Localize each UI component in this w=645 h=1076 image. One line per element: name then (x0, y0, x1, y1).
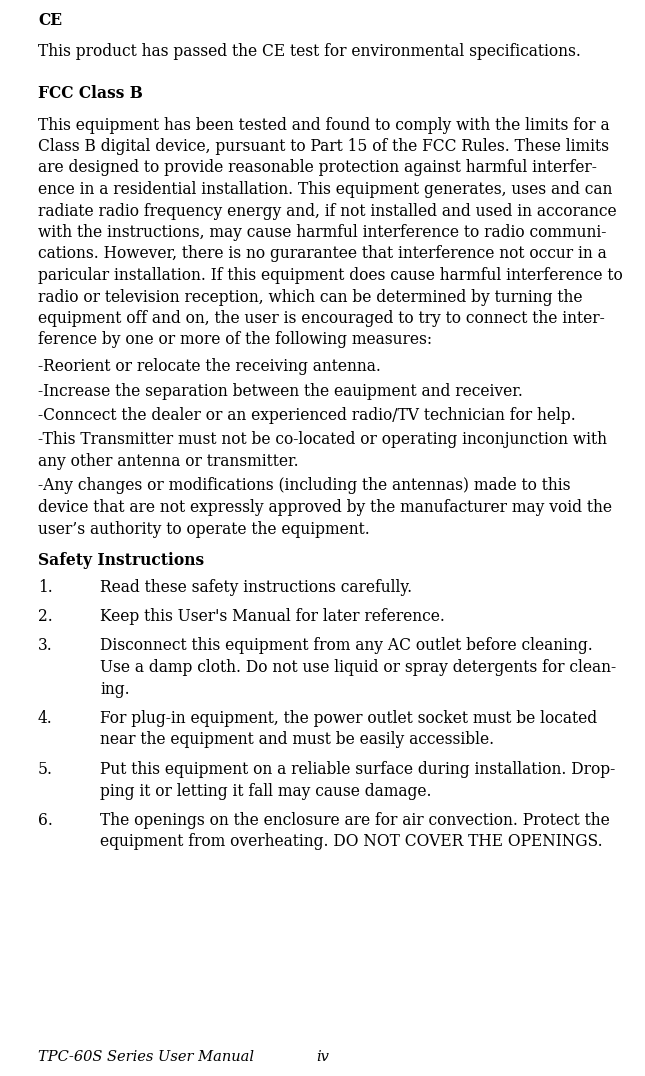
Text: TPC-60S Series User Manual: TPC-60S Series User Manual (38, 1050, 254, 1064)
Text: The openings on the enclosure are for air convection. Protect the: The openings on the enclosure are for ai… (100, 812, 610, 829)
Text: -Reorient or relocate the receiving antenna.: -Reorient or relocate the receiving ante… (38, 358, 381, 376)
Text: This equipment has been tested and found to comply with the limits for a: This equipment has been tested and found… (38, 116, 610, 133)
Text: any other antenna or transmitter.: any other antenna or transmitter. (38, 453, 299, 470)
Text: Keep this User's Manual for later reference.: Keep this User's Manual for later refere… (100, 608, 445, 625)
Text: Put this equipment on a reliable surface during installation. Drop-: Put this equipment on a reliable surface… (100, 761, 615, 778)
Text: radio or television reception, which can be determined by turning the: radio or television reception, which can… (38, 288, 582, 306)
Text: This product has passed the CE test for environmental specifications.: This product has passed the CE test for … (38, 43, 581, 60)
Text: CE: CE (38, 12, 62, 29)
Text: device that are not expressly approved by the manufacturer may void the: device that are not expressly approved b… (38, 499, 612, 516)
Text: with the instructions, may cause harmful interference to radio communi-: with the instructions, may cause harmful… (38, 224, 606, 241)
Text: 1.: 1. (38, 579, 53, 595)
Text: user’s authority to operate the equipment.: user’s authority to operate the equipmen… (38, 521, 370, 538)
Text: -Any changes or modifications (including the antennas) made to this: -Any changes or modifications (including… (38, 478, 570, 495)
Text: ence in a residential installation. This equipment generates, uses and can: ence in a residential installation. This… (38, 181, 612, 198)
Text: 2.: 2. (38, 608, 53, 625)
Text: near the equipment and must be easily accessible.: near the equipment and must be easily ac… (100, 732, 494, 749)
Text: Safety Instructions: Safety Instructions (38, 552, 204, 569)
Text: are designed to provide reasonable protection against harmful interfer-: are designed to provide reasonable prote… (38, 159, 597, 176)
Text: Class B digital device, pursuant to Part 15 of the FCC Rules. These limits: Class B digital device, pursuant to Part… (38, 138, 609, 155)
Text: cations. However, there is no gurarantee that interference not occur in a: cations. However, there is no gurarantee… (38, 245, 607, 263)
Text: -Increase the separation between the eauipment and receiver.: -Increase the separation between the eau… (38, 382, 523, 399)
Text: equipment from overheating. DO NOT COVER THE OPENINGS.: equipment from overheating. DO NOT COVER… (100, 834, 602, 850)
Text: ing.: ing. (100, 680, 130, 697)
Text: -Conncect the dealer or an experienced radio/TV technician for help.: -Conncect the dealer or an experienced r… (38, 407, 576, 424)
Text: -This Transmitter must not be co-located or operating inconjunction with: -This Transmitter must not be co-located… (38, 431, 607, 449)
Text: ping it or letting it fall may cause damage.: ping it or letting it fall may cause dam… (100, 782, 432, 799)
Text: For plug-in equipment, the power outlet socket must be located: For plug-in equipment, the power outlet … (100, 710, 597, 727)
Text: iv: iv (316, 1050, 329, 1064)
Text: Read these safety instructions carefully.: Read these safety instructions carefully… (100, 579, 412, 595)
Text: Use a damp cloth. Do not use liquid or spray detergents for clean-: Use a damp cloth. Do not use liquid or s… (100, 659, 616, 676)
Text: FCC Class B: FCC Class B (38, 85, 143, 102)
Text: 6.: 6. (38, 812, 53, 829)
Text: 3.: 3. (38, 637, 53, 654)
Text: Disconnect this equipment from any AC outlet before cleaning.: Disconnect this equipment from any AC ou… (100, 637, 593, 654)
Text: ference by one or more of the following measures:: ference by one or more of the following … (38, 331, 432, 349)
Text: 5.: 5. (38, 761, 53, 778)
Text: 4.: 4. (38, 710, 53, 727)
Text: radiate radio frequency energy and, if not installed and used in accorance: radiate radio frequency energy and, if n… (38, 202, 617, 220)
Text: paricular installation. If this equipment does cause harmful interference to: paricular installation. If this equipmen… (38, 267, 623, 284)
Text: equipment off and on, the user is encouraged to try to connect the inter-: equipment off and on, the user is encour… (38, 310, 605, 327)
